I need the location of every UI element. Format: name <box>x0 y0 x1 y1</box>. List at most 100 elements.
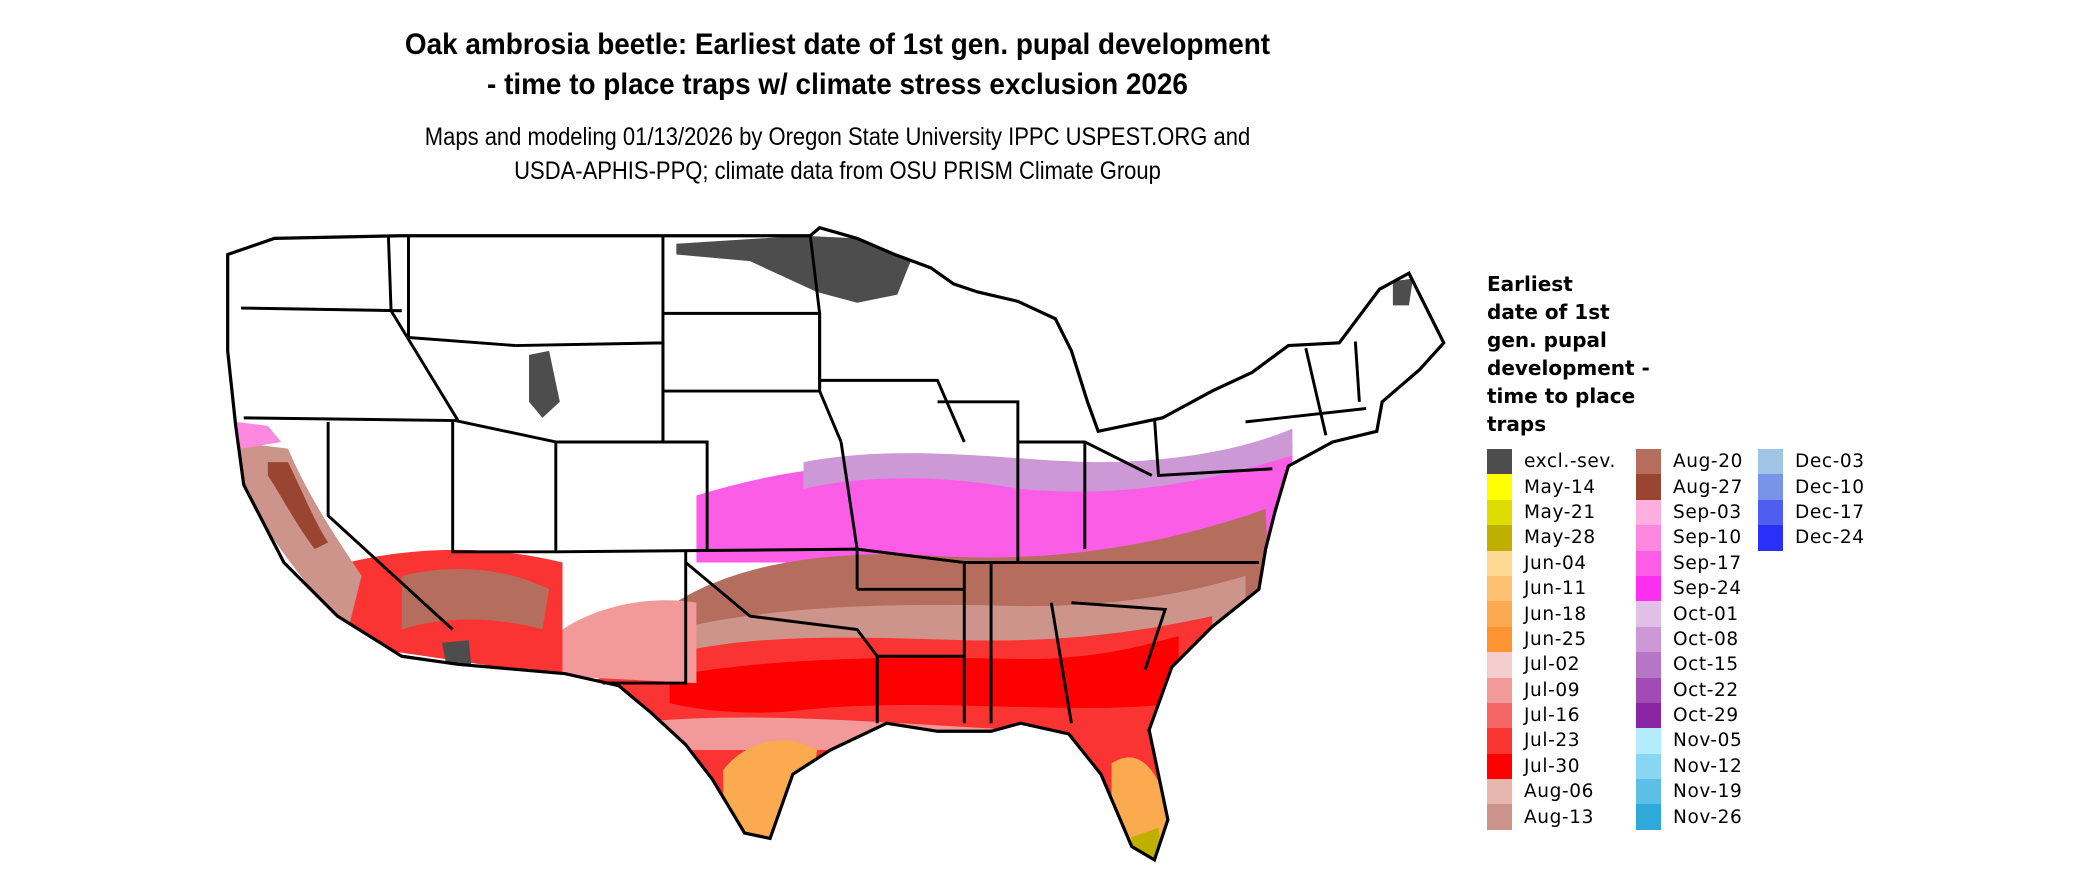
legend-item: Sep-03 <box>1636 499 1743 526</box>
legend-label: Aug-13 <box>1524 806 1594 828</box>
legend-swatch <box>1758 474 1783 500</box>
legend-item: Jul-30 <box>1487 753 1616 780</box>
map-title-line-1: Oak ambrosia beetle: Earliest date of 1s… <box>404 28 1271 61</box>
legend-item: May-28 <box>1487 525 1616 551</box>
legend-label: Sep-10 <box>1673 527 1742 549</box>
legend-column-2: Aug-20 Aug-27 Sep-03 Sep-10 Sep-17 Sep-24 Oct-… <box>1636 449 1743 830</box>
legend-label: Nov-19 <box>1673 781 1743 803</box>
legend-swatch <box>1636 601 1661 627</box>
legend-item: Oct-29 <box>1636 702 1743 729</box>
legend-label: Dec-17 <box>1795 501 1865 523</box>
legend-swatch <box>1636 525 1661 551</box>
legend-item: Jun-18 <box>1487 601 1616 627</box>
legend-title: Earliest date of 1st gen. pupal developm… <box>1487 270 1727 438</box>
legend-label: Aug-20 <box>1673 451 1743 473</box>
legend-label: Aug-06 <box>1524 781 1594 803</box>
legend-item: Nov-05 <box>1636 728 1743 754</box>
legend-column-3: Dec-03 Dec-10 Dec-17 Dec-24 <box>1758 449 1865 551</box>
legend-item: excl.-sev. <box>1487 449 1616 475</box>
state-borders <box>241 235 1367 724</box>
legend-swatch <box>1758 499 1783 526</box>
legend-swatch <box>1636 753 1661 780</box>
legend-item: Nov-26 <box>1636 804 1743 830</box>
legend-label: Nov-12 <box>1673 755 1743 777</box>
legend-item: May-21 <box>1487 499 1616 526</box>
legend-label: Jul-30 <box>1524 755 1581 777</box>
legend-swatch <box>1487 702 1512 729</box>
zone-ca-dark <box>267 462 329 550</box>
legend-swatch <box>1487 804 1512 830</box>
legend-label: Jun-04 <box>1524 552 1587 574</box>
legend-label: Nov-05 <box>1673 730 1743 752</box>
legend-label: May-14 <box>1524 476 1596 498</box>
legend-title-line: development - <box>1487 356 1650 380</box>
legend-label: Oct-22 <box>1673 679 1739 701</box>
legend-item: Oct-15 <box>1636 652 1743 678</box>
zone-jul-30 <box>669 636 1179 713</box>
legend-swatch <box>1636 779 1661 805</box>
zone-excl-mn <box>676 235 911 303</box>
legend-item: May-14 <box>1487 474 1616 500</box>
legend-item: Jul-02 <box>1487 652 1616 678</box>
legend-item: Dec-10 <box>1758 474 1865 500</box>
legend-swatch <box>1758 449 1783 475</box>
legend-swatch <box>1636 499 1661 526</box>
legend-swatch <box>1487 499 1512 526</box>
legend-label: Oct-08 <box>1673 628 1739 650</box>
legend-item: Dec-17 <box>1758 499 1865 526</box>
zone-excl-wy <box>529 350 560 418</box>
zone-tx-west <box>562 600 697 684</box>
legend-item: Sep-17 <box>1636 550 1743 576</box>
legend-item: Aug-13 <box>1487 804 1616 830</box>
legend-label: Aug-27 <box>1673 476 1743 498</box>
legend-item: Jun-04 <box>1487 550 1616 576</box>
legend-swatch <box>1487 626 1512 653</box>
legend-item: Oct-22 <box>1636 677 1743 703</box>
legend-label: Nov-26 <box>1673 806 1743 828</box>
legend-swatch <box>1636 575 1661 602</box>
legend-swatch <box>1487 779 1512 805</box>
legend-label: Sep-24 <box>1673 578 1742 600</box>
legend-swatch <box>1487 753 1512 780</box>
legend-label: Dec-03 <box>1795 451 1865 473</box>
legend-item: Aug-20 <box>1636 449 1743 475</box>
legend-label: Sep-03 <box>1673 501 1742 523</box>
zone-ca-pink <box>235 421 282 449</box>
legend-label: Jun-18 <box>1524 603 1587 625</box>
legend-item: Oct-01 <box>1636 601 1743 627</box>
legend-item: Dec-24 <box>1758 525 1865 551</box>
legend-label: Dec-24 <box>1795 527 1865 549</box>
legend-item: Aug-27 <box>1636 474 1743 500</box>
legend-label: May-28 <box>1524 527 1596 549</box>
legend-item: Jul-23 <box>1487 728 1616 754</box>
legend-swatch <box>1636 677 1661 703</box>
legend-title-line: date of 1st <box>1487 300 1610 324</box>
zone-ca <box>235 441 362 630</box>
legend-item: Sep-10 <box>1636 525 1743 551</box>
legend-item: Jul-16 <box>1487 702 1616 729</box>
legend-swatch <box>1487 550 1512 576</box>
legend-swatch <box>1636 474 1661 500</box>
legend-swatch <box>1487 449 1512 475</box>
legend-title-line: gen. pupal <box>1487 328 1607 352</box>
legend-label: May-21 <box>1524 501 1596 523</box>
legend-item: Jun-25 <box>1487 626 1616 653</box>
legend-swatch <box>1487 677 1512 703</box>
legend-label: excl.-sev. <box>1524 451 1616 473</box>
legend-label: Jul-23 <box>1524 730 1581 752</box>
legend-label: Oct-15 <box>1673 654 1739 676</box>
map-title-line-2: - time to place traps w/ climate stress … <box>487 68 1188 101</box>
legend-item: Dec-03 <box>1758 449 1865 475</box>
legend-label: Jul-02 <box>1524 654 1581 676</box>
legend-title-line: time to place <box>1487 384 1636 408</box>
legend-swatch <box>1487 575 1512 602</box>
zone-sw-brown <box>401 568 550 630</box>
legend-column-1: excl.-sev. May-14 May-21 May-28 Jun-04 Jun-11… <box>1487 449 1616 830</box>
map-subtitle-line-2: USDA-APHIS-PPQ; climate data from OSU PR… <box>514 157 1161 185</box>
legend-swatch <box>1487 474 1512 500</box>
legend-item: Jul-09 <box>1487 677 1616 703</box>
legend-swatch <box>1636 702 1661 729</box>
legend-swatch <box>1636 728 1661 754</box>
legend-item: Nov-19 <box>1636 779 1743 805</box>
